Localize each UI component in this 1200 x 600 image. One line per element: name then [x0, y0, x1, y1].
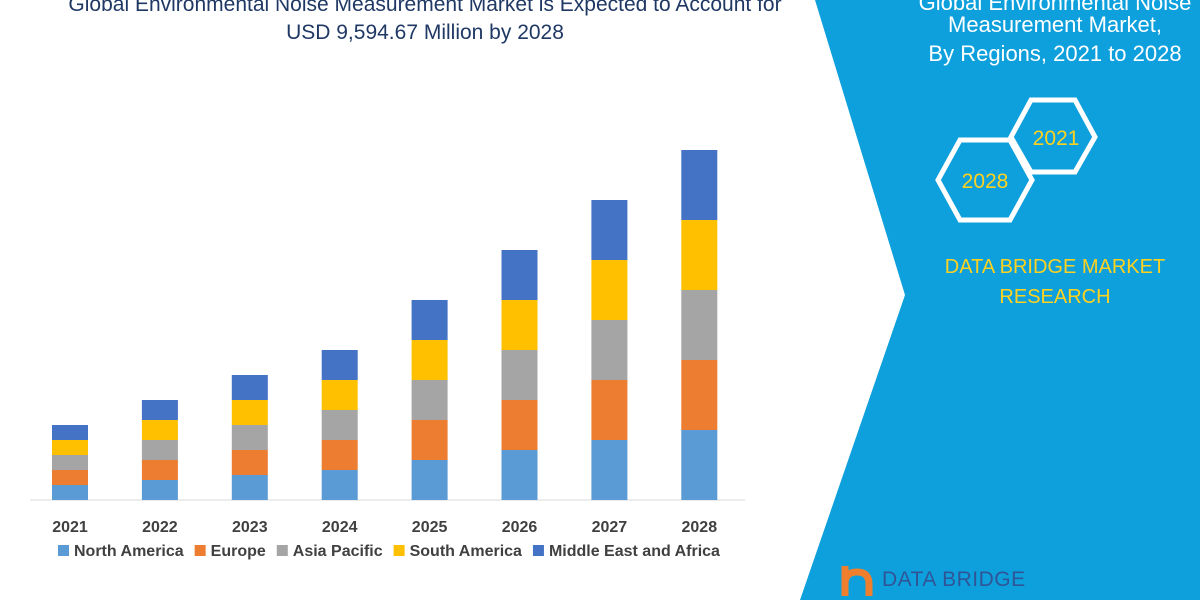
bar-segment — [321, 380, 358, 410]
bar-segment — [321, 470, 358, 500]
bar-segment — [52, 470, 88, 485]
chart-title-line2: USD 9,594.67 Million by 2028 — [286, 21, 564, 44]
bar-segment — [681, 290, 718, 360]
legend-swatch — [194, 545, 206, 556]
chart-title-line1: Global Environmental Noise Measurement M… — [68, 0, 782, 16]
bar-segment — [52, 440, 88, 455]
x-tick-label: 2024 — [322, 519, 358, 536]
hexagon-2028 — [935, 137, 1035, 223]
bar-segment — [591, 440, 628, 500]
bar-segment — [501, 250, 538, 300]
bar-segment — [681, 360, 718, 430]
legend-label: Asia Pacific — [293, 543, 383, 560]
bar-segment — [501, 400, 538, 450]
legend-label: South America — [410, 543, 522, 560]
x-tick-label: 2023 — [232, 519, 268, 536]
bar-segment — [321, 410, 358, 440]
legend-swatch — [532, 545, 544, 556]
x-tick-label: 2022 — [142, 519, 178, 536]
bar-segment — [141, 480, 178, 500]
legend-label: North America — [74, 543, 184, 560]
bar-segment — [681, 220, 718, 290]
panel-title-line1: Global Environmental Noise — [918, 0, 1192, 15]
bar-segment — [52, 455, 88, 470]
bar-segment — [231, 375, 268, 400]
bar-segment — [591, 320, 628, 380]
bar-segment — [321, 440, 358, 470]
bar-segment — [681, 430, 718, 500]
legend-swatch — [276, 545, 288, 556]
bar-segment — [52, 485, 88, 500]
legend-label: Europe — [211, 543, 266, 560]
hex-label-2021: 2021 — [1033, 127, 1080, 150]
bar-segment — [141, 440, 178, 460]
panel-title-line2: Measurement Market, — [948, 12, 1162, 37]
x-tick-label: 2026 — [502, 519, 538, 536]
bar-segment — [231, 425, 268, 450]
brand-line2: RESEARCH — [999, 286, 1111, 308]
brand-line1: DATA BRIDGE MARKET — [944, 256, 1166, 278]
bar-segment — [231, 475, 268, 500]
x-tick-label: 2021 — [52, 519, 88, 536]
x-tick-label: 2025 — [412, 519, 448, 536]
hex-label-2028: 2028 — [962, 170, 1009, 193]
logo-text: DATA BRIDGE — [882, 568, 1026, 591]
bar-segment — [411, 340, 448, 380]
bar-segment — [591, 200, 628, 260]
legend-label: Middle East and Africa — [549, 543, 720, 560]
bar-segment — [52, 425, 88, 440]
bar-segment — [501, 450, 538, 500]
bar-segment — [141, 400, 178, 420]
bar-segment — [411, 420, 448, 460]
bar-segment — [501, 350, 538, 400]
bar-segment — [591, 260, 628, 320]
bar-segment — [501, 300, 538, 350]
bar-segment — [231, 400, 268, 425]
legend-swatch — [393, 545, 405, 556]
bar-segment — [681, 150, 718, 220]
bar-segment — [231, 450, 268, 475]
x-tick-label: 2028 — [682, 519, 718, 536]
blue-panel — [800, 0, 1200, 600]
hexagon-2021 — [1008, 97, 1098, 175]
panel-title-line3: By Regions, 2021 to 2028 — [928, 41, 1182, 66]
logo-mark — [841, 566, 873, 596]
bar-segment — [141, 420, 178, 440]
x-tick-label: 2027 — [592, 519, 628, 536]
bar-segment — [411, 460, 448, 500]
legend-swatch — [58, 545, 69, 556]
bar-segment — [411, 380, 448, 420]
bar-segment — [591, 380, 628, 440]
bar-segment — [411, 300, 448, 340]
bar-segment — [321, 350, 358, 380]
bar-segment — [141, 460, 178, 480]
